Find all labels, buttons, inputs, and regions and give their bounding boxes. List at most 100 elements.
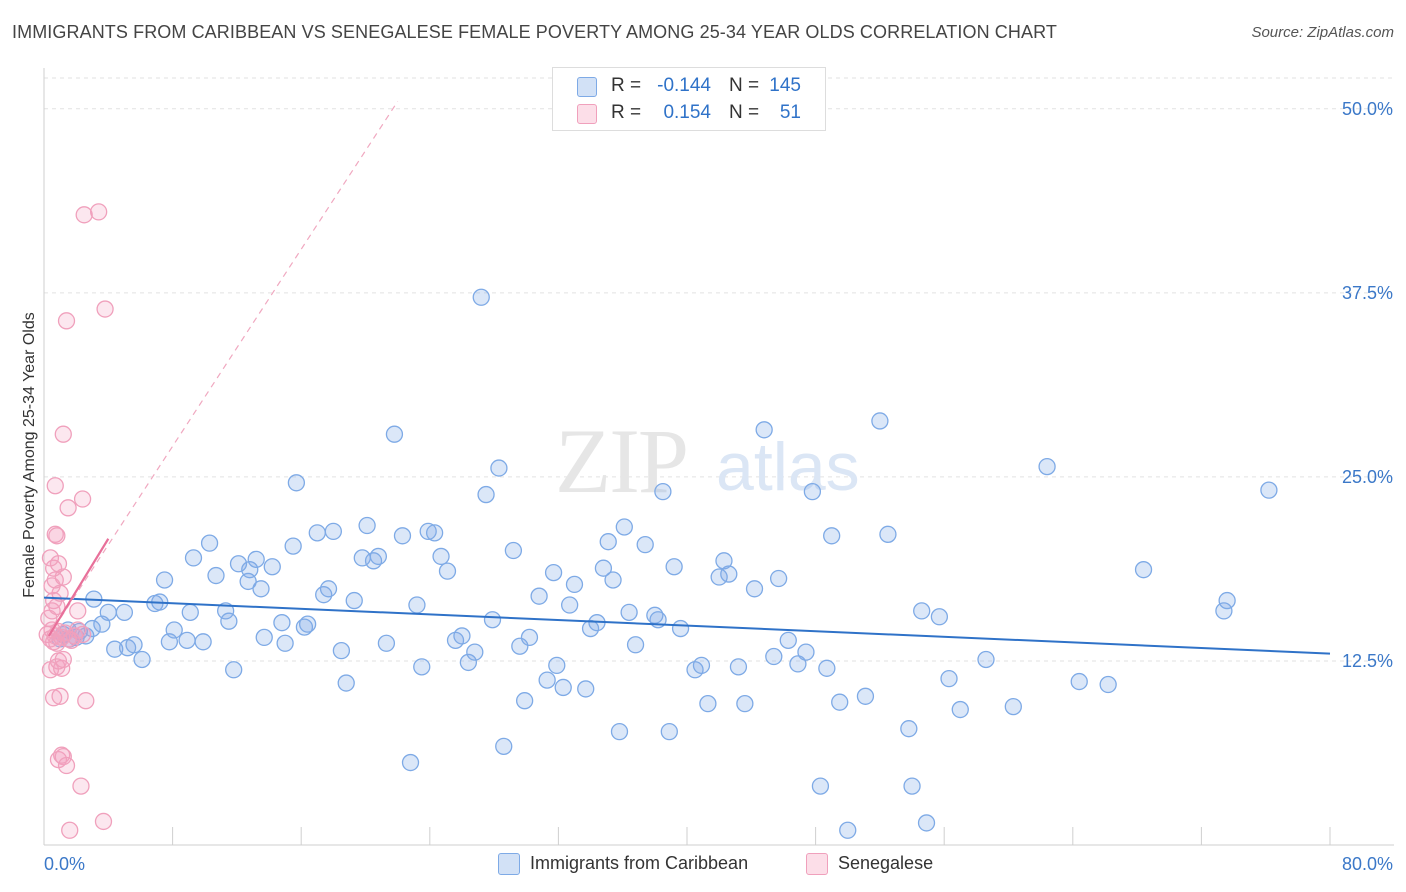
point-caribbean[interactable] — [1004, 697, 1022, 716]
point-caribbean[interactable] — [194, 633, 212, 651]
point-caribbean[interactable] — [636, 535, 654, 554]
point-caribbean[interactable] — [408, 596, 426, 614]
point-senegalese[interactable] — [54, 425, 72, 443]
point-caribbean[interactable] — [298, 615, 317, 633]
point-caribbean[interactable] — [225, 661, 243, 679]
point-caribbean[interactable] — [273, 614, 291, 632]
point-caribbean[interactable] — [247, 550, 265, 569]
point-caribbean[interactable] — [665, 558, 683, 576]
point-caribbean[interactable] — [1070, 672, 1088, 691]
point-caribbean[interactable] — [765, 647, 783, 666]
point-caribbean[interactable] — [803, 482, 822, 501]
point-caribbean[interactable] — [615, 518, 633, 536]
point-caribbean[interactable] — [255, 628, 273, 647]
point-senegalese[interactable] — [75, 206, 93, 224]
point-caribbean[interactable] — [610, 722, 629, 741]
point-caribbean[interactable] — [125, 636, 143, 654]
point-caribbean[interactable] — [710, 568, 728, 586]
point-caribbean[interactable] — [490, 459, 508, 477]
point-caribbean[interactable] — [178, 631, 196, 649]
point-caribbean[interactable] — [165, 621, 183, 639]
point-caribbean[interactable] — [823, 527, 841, 545]
point-caribbean[interactable] — [913, 602, 931, 620]
point-caribbean[interactable] — [745, 580, 764, 598]
point-caribbean[interactable] — [472, 288, 490, 306]
point-senegalese[interactable] — [46, 477, 64, 495]
point-senegalese[interactable] — [69, 602, 87, 620]
point-senegalese[interactable] — [72, 777, 90, 795]
point-senegalese[interactable] — [44, 689, 63, 707]
point-caribbean[interactable] — [181, 603, 199, 622]
point-caribbean[interactable] — [425, 524, 444, 542]
point-caribbean[interactable] — [930, 608, 949, 626]
point-caribbean[interactable] — [811, 777, 830, 795]
point-caribbean[interactable] — [241, 561, 259, 579]
point-caribbean[interactable] — [554, 678, 572, 697]
point-caribbean[interactable] — [1260, 481, 1278, 499]
point-caribbean[interactable] — [1218, 591, 1236, 610]
point-caribbean[interactable] — [184, 549, 203, 567]
point-caribbean[interactable] — [263, 558, 281, 576]
point-caribbean[interactable] — [1038, 457, 1056, 476]
point-caribbean[interactable] — [515, 692, 534, 710]
point-caribbean[interactable] — [720, 565, 738, 583]
point-caribbean[interactable] — [538, 671, 556, 689]
point-caribbean[interactable] — [401, 753, 420, 772]
point-senegalese[interactable] — [54, 650, 72, 669]
point-caribbean[interactable] — [548, 656, 566, 675]
point-caribbean[interactable] — [332, 641, 351, 660]
point-caribbean[interactable] — [1215, 602, 1233, 620]
point-caribbean[interactable] — [729, 658, 748, 676]
point-caribbean[interactable] — [903, 777, 921, 795]
point-caribbean[interactable] — [369, 547, 388, 566]
point-caribbean[interactable] — [520, 628, 539, 647]
point-caribbean[interactable] — [99, 603, 117, 622]
point-caribbean[interactable] — [577, 680, 595, 698]
point-caribbean[interactable] — [626, 636, 645, 654]
point-caribbean[interactable] — [755, 421, 773, 439]
point-caribbean[interactable] — [900, 720, 918, 738]
point-caribbean[interactable] — [951, 700, 969, 719]
point-caribbean[interactable] — [818, 659, 836, 677]
point-caribbean[interactable] — [459, 653, 478, 672]
point-caribbean[interactable] — [504, 541, 523, 560]
point-caribbean[interactable] — [699, 695, 717, 713]
point-caribbean[interactable] — [530, 587, 548, 605]
point-caribbean[interactable] — [252, 580, 270, 598]
point-caribbean[interactable] — [736, 695, 754, 713]
point-caribbean[interactable] — [561, 596, 579, 614]
point-caribbean[interactable] — [106, 640, 124, 658]
point-senegalese[interactable] — [51, 687, 69, 705]
point-caribbean[interactable] — [358, 516, 376, 535]
point-caribbean[interactable] — [453, 627, 471, 645]
point-caribbean[interactable] — [216, 602, 235, 620]
point-caribbean[interactable] — [295, 618, 314, 636]
point-caribbean[interactable] — [385, 425, 404, 443]
point-caribbean[interactable] — [155, 571, 174, 589]
point-caribbean[interactable] — [466, 643, 484, 661]
point-caribbean[interactable] — [977, 650, 995, 669]
point-senegalese[interactable] — [90, 203, 108, 221]
point-senegalese[interactable] — [41, 549, 60, 567]
point-caribbean[interactable] — [565, 575, 584, 594]
point-caribbean[interactable] — [871, 412, 889, 430]
point-caribbean[interactable] — [495, 737, 513, 756]
point-senegalese[interactable] — [59, 499, 77, 517]
point-caribbean[interactable] — [220, 612, 238, 630]
point-caribbean[interactable] — [413, 658, 431, 676]
point-senegalese[interactable] — [73, 625, 92, 644]
point-senegalese[interactable] — [94, 812, 113, 831]
point-caribbean[interactable] — [604, 571, 622, 589]
point-caribbean[interactable] — [287, 474, 306, 492]
point-caribbean[interactable] — [432, 547, 450, 566]
point-caribbean[interactable] — [660, 722, 678, 741]
point-caribbean[interactable] — [671, 619, 690, 638]
point-caribbean[interactable] — [594, 559, 613, 577]
point-caribbean[interactable] — [831, 693, 849, 711]
point-senegalese[interactable] — [54, 748, 72, 766]
point-caribbean[interactable] — [115, 603, 134, 622]
point-caribbean[interactable] — [419, 522, 437, 541]
point-caribbean[interactable] — [692, 656, 711, 675]
point-caribbean[interactable] — [620, 603, 638, 622]
point-caribbean[interactable] — [1099, 675, 1117, 694]
